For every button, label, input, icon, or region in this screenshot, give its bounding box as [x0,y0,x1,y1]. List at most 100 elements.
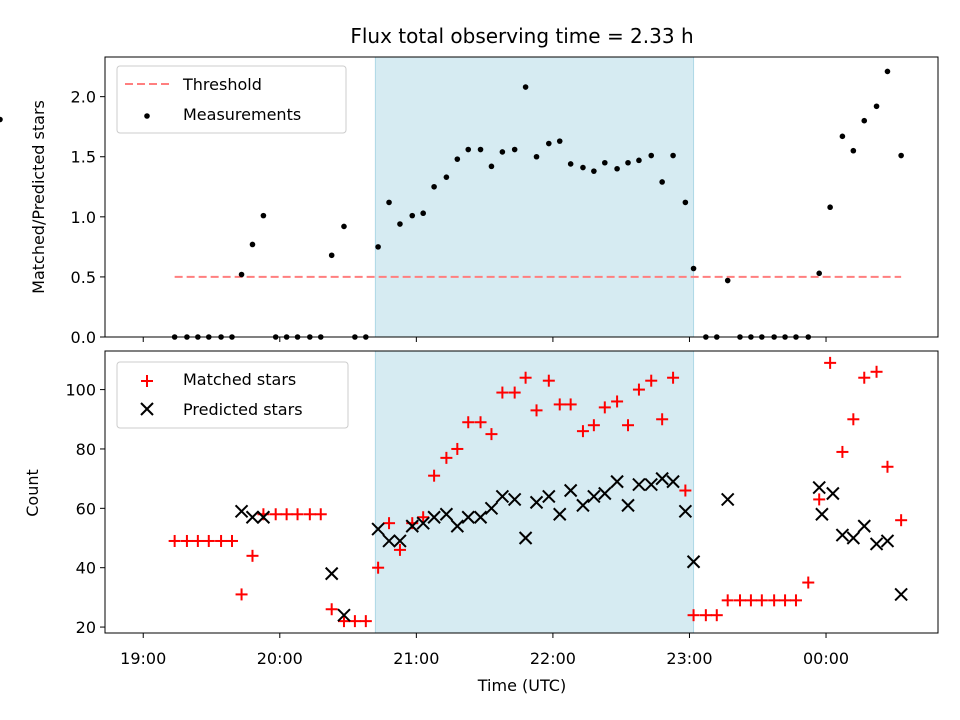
measurement-point [556,138,563,144]
matched-star-point [710,609,723,622]
predicted-star-point [371,522,385,536]
matched-star-point [564,398,577,411]
matched-star-point [372,561,385,574]
matched-star-point [191,534,204,547]
matched-star-point [417,511,430,524]
legend-predicted-label: Predicted stars [183,400,303,419]
matched-star-point [802,576,815,589]
measurement-point [580,164,586,171]
matched-star-point [180,534,193,547]
matched-star-point [598,401,611,414]
matched-star-point [576,425,589,438]
predicted-star-point [439,507,454,521]
measurement-point [420,210,426,217]
measurement-point [546,140,552,147]
matched-star-point [836,445,849,458]
measurement-point [375,244,381,250]
measurement-point [625,159,631,166]
matched-star-point [337,615,350,628]
predicted-star-point [245,510,260,524]
measurement-point [898,152,904,159]
predicted-star-point [621,498,635,513]
measurement-point [724,277,731,284]
measurement-point [873,103,880,110]
x-tick-label: 21:00 [393,649,439,668]
matched-star-point [881,460,894,473]
count-marks [168,356,908,628]
y-tick-label: 100 [65,381,96,400]
predicted-star-point [610,474,624,489]
measurement-point [591,168,597,174]
matched-star-point [314,508,327,521]
predicted-star-point [495,489,510,504]
y-tick-label: 1.5 [71,148,96,167]
measurement-point [839,133,846,140]
matched-star-point [755,594,768,607]
matched-star-point [858,371,871,384]
x-tick-label: 20:00 [257,649,303,668]
matched-star-point [656,413,669,426]
measurement-point [614,165,620,172]
measurement-point [328,252,335,259]
legend-threshold-label: Threshold [182,75,262,94]
predicted-star-point [632,477,646,492]
matched-star-point [587,419,600,432]
measurement-point [511,146,518,153]
count-panel-frame [104,350,939,634]
predicted-star-point [553,507,567,521]
predicted-star-point [587,489,601,504]
legend-measurements-swatch [144,113,150,119]
measurement-point [861,117,868,124]
predicted-star-point [324,566,339,581]
count-x-axis: 19:00 20:00 21:00 22:00 23:00 00:00 [120,633,849,668]
predicted-star-point [529,495,544,510]
measurement-point [850,147,857,154]
measurement-point [409,212,416,219]
predicted-star-point [598,486,612,501]
count-y-axis: 20 40 60 80 100 [65,381,105,637]
predicted-star-point [507,492,522,507]
measurement-point [816,270,822,277]
ratio-y-axis: 0.0 0.5 1.0 1.5 2.0 [71,88,105,347]
matched-star-point [215,534,228,547]
matched-star-point [428,469,441,482]
predicted-star-point [644,477,658,492]
x-tick-label: 22:00 [530,649,576,668]
y-tick-label: 2.0 [71,88,96,107]
predicted-star-point [720,492,735,507]
measurement-point [477,146,484,153]
measurement-point [567,161,574,167]
matched-star-point [679,484,692,497]
matched-star-point [687,609,700,622]
matched-star-point [813,493,826,506]
ratio-legend: Threshold Measurements [116,65,347,134]
observing-window-shade [374,56,695,338]
matched-star-point [667,371,680,384]
y-tick-label: 0.5 [71,268,96,287]
measurement-point [431,183,437,190]
ratio-x-ticks [142,337,827,342]
matched-star-point [895,514,908,527]
predicted-star-point [880,534,895,548]
predicted-star-point [234,504,249,519]
matched-star-point [303,508,316,521]
legend-matched-swatch [141,375,153,387]
matched-star-point [508,386,521,399]
predicted-star-point [812,480,826,495]
predicted-star-point [815,507,829,521]
measurement-point [670,152,676,159]
measurement-point [488,163,495,170]
measurement-point [0,116,3,123]
predicted-star-point [427,510,441,524]
matched-star-point [611,395,624,408]
x-tick-label: 00:00 [803,649,849,668]
measurement-point [522,84,529,90]
ratio-y-axis-label: Matched/Predicted stars [29,100,48,294]
matched-star-point [553,398,566,411]
count-panel: 20 40 60 80 100 19:00 20:00 21:00 22:00 23:00 00:… [23,350,939,695]
measurement-point [341,223,347,230]
matched-star-point [645,374,658,387]
measurement-point [884,68,891,75]
matched-star-point [789,594,802,607]
predicted-star-point [518,531,533,545]
